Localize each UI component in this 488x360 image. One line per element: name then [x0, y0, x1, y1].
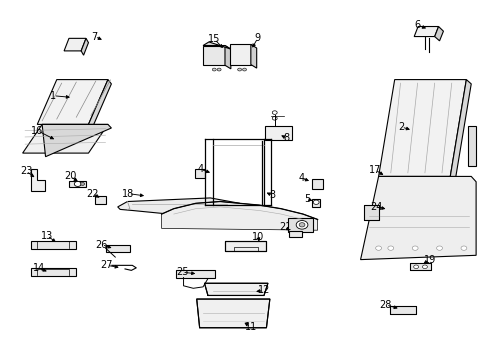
Polygon shape: [311, 199, 320, 207]
Polygon shape: [389, 306, 415, 315]
Polygon shape: [105, 244, 130, 252]
Circle shape: [74, 181, 81, 186]
Polygon shape: [224, 241, 266, 251]
Text: 23: 23: [20, 166, 32, 176]
Polygon shape: [203, 42, 230, 49]
Polygon shape: [196, 299, 269, 328]
Text: 1: 1: [50, 91, 56, 101]
Circle shape: [242, 68, 246, 71]
Text: 10: 10: [251, 232, 264, 242]
Polygon shape: [42, 125, 111, 157]
Polygon shape: [204, 283, 267, 296]
Text: 4: 4: [298, 173, 304, 183]
Text: 9: 9: [254, 33, 260, 43]
Text: 17: 17: [368, 165, 381, 175]
Polygon shape: [69, 181, 86, 187]
Polygon shape: [409, 263, 430, 270]
Polygon shape: [37, 80, 108, 125]
Polygon shape: [311, 179, 322, 189]
Circle shape: [299, 223, 305, 227]
Polygon shape: [289, 231, 302, 237]
Polygon shape: [161, 202, 317, 230]
Text: 24: 24: [369, 202, 382, 212]
Polygon shape: [360, 176, 475, 260]
Text: 26: 26: [95, 239, 107, 249]
Circle shape: [387, 246, 393, 250]
Polygon shape: [378, 80, 466, 176]
Circle shape: [413, 265, 418, 269]
Polygon shape: [413, 27, 438, 37]
Polygon shape: [31, 241, 76, 249]
Circle shape: [296, 221, 307, 229]
Circle shape: [422, 265, 427, 269]
Polygon shape: [95, 196, 105, 204]
Polygon shape: [363, 205, 378, 220]
Polygon shape: [31, 169, 44, 192]
Text: 5: 5: [303, 194, 309, 204]
Text: 16: 16: [31, 126, 43, 135]
Circle shape: [81, 183, 84, 185]
Polygon shape: [449, 80, 470, 181]
Text: 7: 7: [91, 32, 98, 41]
Text: 3: 3: [269, 190, 275, 201]
Text: 18: 18: [122, 189, 134, 199]
Text: 4: 4: [197, 164, 203, 174]
Circle shape: [272, 117, 277, 120]
Polygon shape: [81, 39, 88, 55]
Text: 12: 12: [257, 285, 270, 296]
Text: 2: 2: [398, 122, 404, 132]
Text: 11: 11: [244, 322, 256, 332]
Text: 21: 21: [278, 222, 290, 232]
Polygon shape: [288, 218, 312, 232]
Polygon shape: [467, 126, 475, 166]
Polygon shape: [194, 168, 205, 178]
Circle shape: [272, 111, 277, 114]
Polygon shape: [22, 125, 108, 153]
Circle shape: [436, 246, 442, 250]
Text: 6: 6: [414, 20, 420, 30]
Polygon shape: [265, 126, 292, 140]
Text: 13: 13: [41, 231, 53, 240]
Circle shape: [313, 200, 319, 204]
Text: 27: 27: [101, 260, 113, 270]
Polygon shape: [250, 44, 256, 68]
Text: 14: 14: [33, 263, 45, 273]
Polygon shape: [434, 27, 443, 41]
Circle shape: [375, 246, 381, 250]
Polygon shape: [203, 45, 224, 65]
Circle shape: [411, 246, 417, 250]
Polygon shape: [229, 44, 250, 64]
Polygon shape: [224, 45, 230, 69]
Text: 28: 28: [379, 300, 391, 310]
Text: 15: 15: [208, 34, 220, 44]
Circle shape: [217, 68, 221, 71]
Text: 22: 22: [86, 189, 99, 199]
Text: 25: 25: [176, 267, 188, 277]
Polygon shape: [64, 39, 86, 51]
Polygon shape: [31, 268, 76, 276]
Text: 19: 19: [423, 255, 435, 265]
Circle shape: [212, 68, 216, 71]
Text: 20: 20: [64, 171, 77, 181]
Circle shape: [237, 68, 241, 71]
Polygon shape: [176, 270, 215, 278]
Polygon shape: [88, 80, 111, 129]
Polygon shape: [118, 198, 244, 218]
Circle shape: [460, 246, 466, 250]
Text: 8: 8: [283, 133, 289, 143]
